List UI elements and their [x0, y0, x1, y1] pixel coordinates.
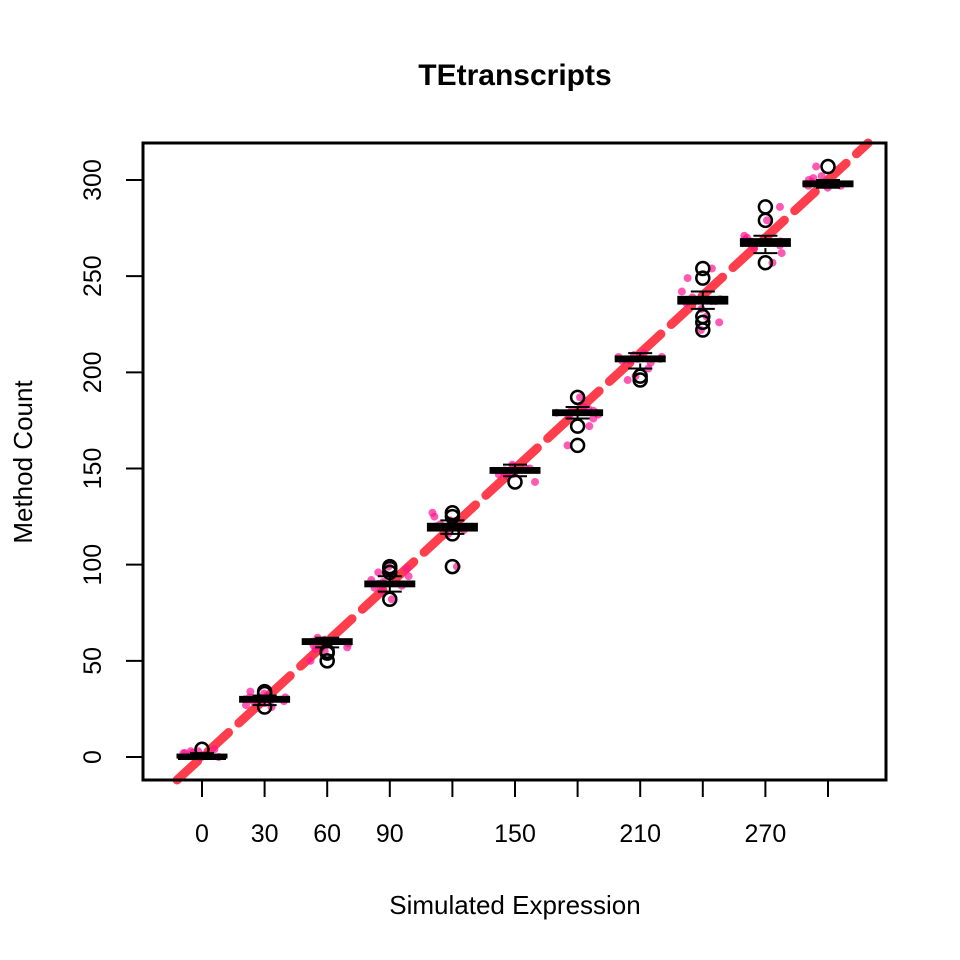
- outlier-point: [444, 526, 461, 542]
- outlier-point: [382, 558, 398, 575]
- data-point: [306, 656, 315, 665]
- data-point: [575, 393, 584, 402]
- x-tick-label: 150: [494, 820, 536, 848]
- data-point: [428, 508, 437, 517]
- x-tick-label: 60: [313, 820, 341, 848]
- data-point: [740, 231, 749, 240]
- outlier-point: [569, 418, 586, 434]
- x-tick-label: 0: [195, 820, 209, 848]
- outlier-point: [695, 308, 711, 325]
- x-tick-label: 30: [251, 820, 279, 848]
- data-point: [677, 287, 686, 296]
- boxplot-group: [677, 260, 729, 338]
- data-point: [763, 216, 772, 225]
- outlier-point: [695, 260, 711, 277]
- data-point: [683, 274, 692, 283]
- outlier-point: [632, 368, 648, 384]
- y-tick-label: 150: [79, 448, 107, 490]
- outlier-point: [319, 643, 335, 659]
- outlier-point: [757, 254, 774, 271]
- data-point: [715, 318, 724, 327]
- outlier-point: [256, 683, 273, 700]
- data-point: [387, 595, 396, 604]
- plot-frame: [141, 141, 888, 782]
- outlier-point: [695, 270, 711, 286]
- outlier-point: [382, 591, 398, 608]
- x-tick-label: 210: [619, 820, 661, 848]
- data-point: [404, 572, 413, 581]
- y-axis-label: Method Count: [8, 380, 38, 544]
- outlier-point: [569, 389, 586, 406]
- data-point: [809, 174, 818, 183]
- data-point: [563, 441, 572, 450]
- y-tick-label: 0: [79, 750, 107, 764]
- x-axis-label: Simulated Expression: [389, 890, 640, 920]
- data-point: [210, 745, 219, 754]
- data-point: [531, 477, 540, 486]
- chart-title: TEtranscripts: [418, 59, 611, 92]
- boxplot-group: [489, 463, 541, 490]
- boxplot-group: [739, 199, 791, 271]
- data-point: [623, 376, 632, 385]
- outlier-point: [820, 158, 836, 175]
- data-point: [817, 172, 826, 181]
- data-point: [777, 249, 786, 258]
- outlier-point: [194, 741, 210, 758]
- y-tick-label: 100: [79, 544, 107, 586]
- boxplot-group: [239, 683, 291, 715]
- y-tick-label: 300: [79, 159, 107, 201]
- x-tick-label: 90: [376, 820, 404, 848]
- data-point: [812, 162, 821, 171]
- boxplot-group: [176, 741, 228, 760]
- data-point: [585, 422, 594, 431]
- outlier-point: [569, 437, 586, 454]
- y-tick-label: 50: [79, 647, 107, 675]
- outlier-point: [444, 504, 461, 521]
- x-tick-label: 270: [745, 820, 787, 848]
- data-point: [374, 568, 383, 577]
- data-point: [246, 687, 255, 696]
- outlier-point: [444, 558, 461, 575]
- data-point: [402, 564, 411, 573]
- boxplot-group: [364, 558, 416, 608]
- boxplot-group: [802, 158, 854, 189]
- boxplot-group: [552, 389, 604, 454]
- y-tick-label: 200: [79, 351, 107, 393]
- data-point: [775, 202, 784, 211]
- boxplot-group: [301, 636, 353, 669]
- outlier-point: [757, 199, 774, 215]
- y-tick-label: 250: [79, 255, 107, 297]
- boxplot-group: [426, 504, 478, 575]
- outlier-point: [507, 474, 523, 490]
- boxplot-group: [614, 352, 666, 388]
- outlier-point: [319, 653, 335, 669]
- outlier-point: [695, 314, 711, 331]
